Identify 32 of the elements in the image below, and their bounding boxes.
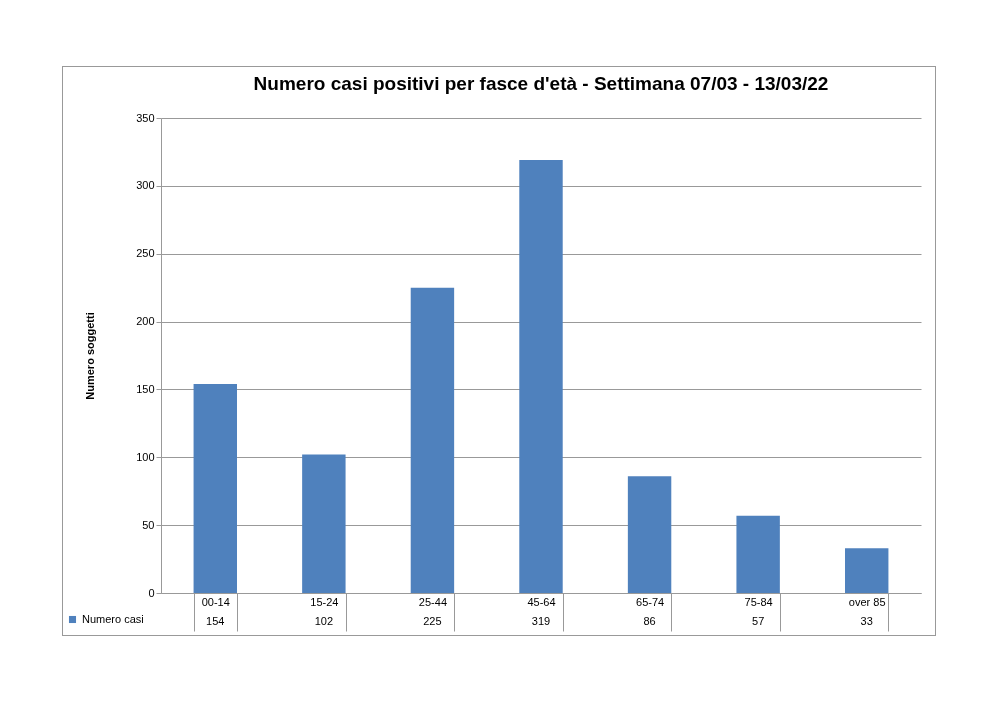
y-tick-label: 250 <box>136 247 155 260</box>
data-label: 57 <box>752 615 765 627</box>
bar <box>519 160 563 593</box>
y-tick-label: 150 <box>136 382 155 395</box>
x-tick-label: over 85 <box>848 595 886 608</box>
bar <box>410 287 455 593</box>
x-tick-label: 15-24 <box>310 595 339 608</box>
bar <box>736 515 780 593</box>
bar <box>302 454 346 593</box>
data-label: 86 <box>643 615 656 627</box>
y-tick-label: 200 <box>136 315 155 328</box>
data-label: 102 <box>314 615 334 627</box>
bar <box>193 384 237 593</box>
x-tick-label: 00-14 <box>201 595 230 608</box>
x-tick-label: 25-44 <box>418 595 447 608</box>
x-tick-label: 75-84 <box>744 595 773 608</box>
data-label: 225 <box>423 615 442 627</box>
data-label: 33 <box>860 615 873 627</box>
data-label: 154 <box>206 615 225 627</box>
y-tick-label: 100 <box>136 450 155 463</box>
y-tick-label: 350 <box>136 111 155 124</box>
y-tick-label: 50 <box>142 518 155 531</box>
data-label: 319 <box>531 615 551 627</box>
x-tick-label: 65-74 <box>636 595 665 608</box>
bar <box>627 476 672 593</box>
y-axis-title: Numero soggetti <box>84 312 97 400</box>
y-tick-label: 300 <box>136 179 155 192</box>
bar <box>845 548 889 593</box>
chart-title: Numero casi positivi per fasce d'età - Settimana 07/03 - 13/03/22 <box>253 73 829 94</box>
x-tick-label: 45-64 <box>527 595 556 608</box>
legend-label: Numero casi <box>82 612 144 625</box>
y-tick-label: 0 <box>148 586 155 599</box>
